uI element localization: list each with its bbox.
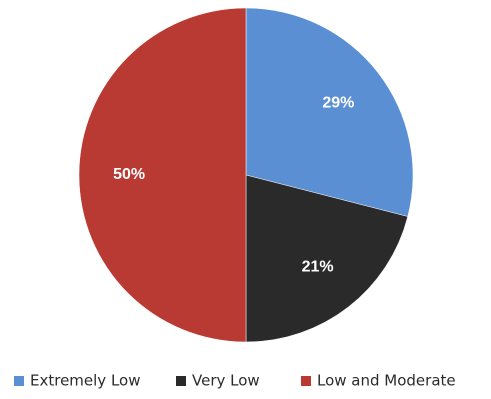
legend-label-low-and-moderate: Low and Moderate bbox=[317, 372, 456, 390]
legend-swatch-extremely-low bbox=[14, 376, 24, 386]
data-label-low-and-moderate: 50% bbox=[113, 166, 145, 183]
legend-swatch-low-and-moderate bbox=[301, 376, 311, 386]
legend-label-very-low: Very Low bbox=[192, 372, 260, 390]
data-label-extremely-low: 29% bbox=[322, 95, 354, 112]
pie-slice-very-low bbox=[245, 174, 409, 343]
legend-label-extremely-low: Extremely Low bbox=[30, 372, 141, 390]
pie-slices bbox=[78, 7, 414, 343]
legend-swatch-very-low bbox=[176, 376, 186, 386]
legend: Extremely Low Very Low Low and Moderate bbox=[14, 372, 456, 390]
pie-slice-extremely-low bbox=[245, 7, 414, 217]
data-label-very-low: 21% bbox=[302, 259, 334, 276]
data-labels: 29% 21% 50% bbox=[113, 95, 354, 276]
pie-slice-low-and-moderate bbox=[78, 7, 247, 343]
